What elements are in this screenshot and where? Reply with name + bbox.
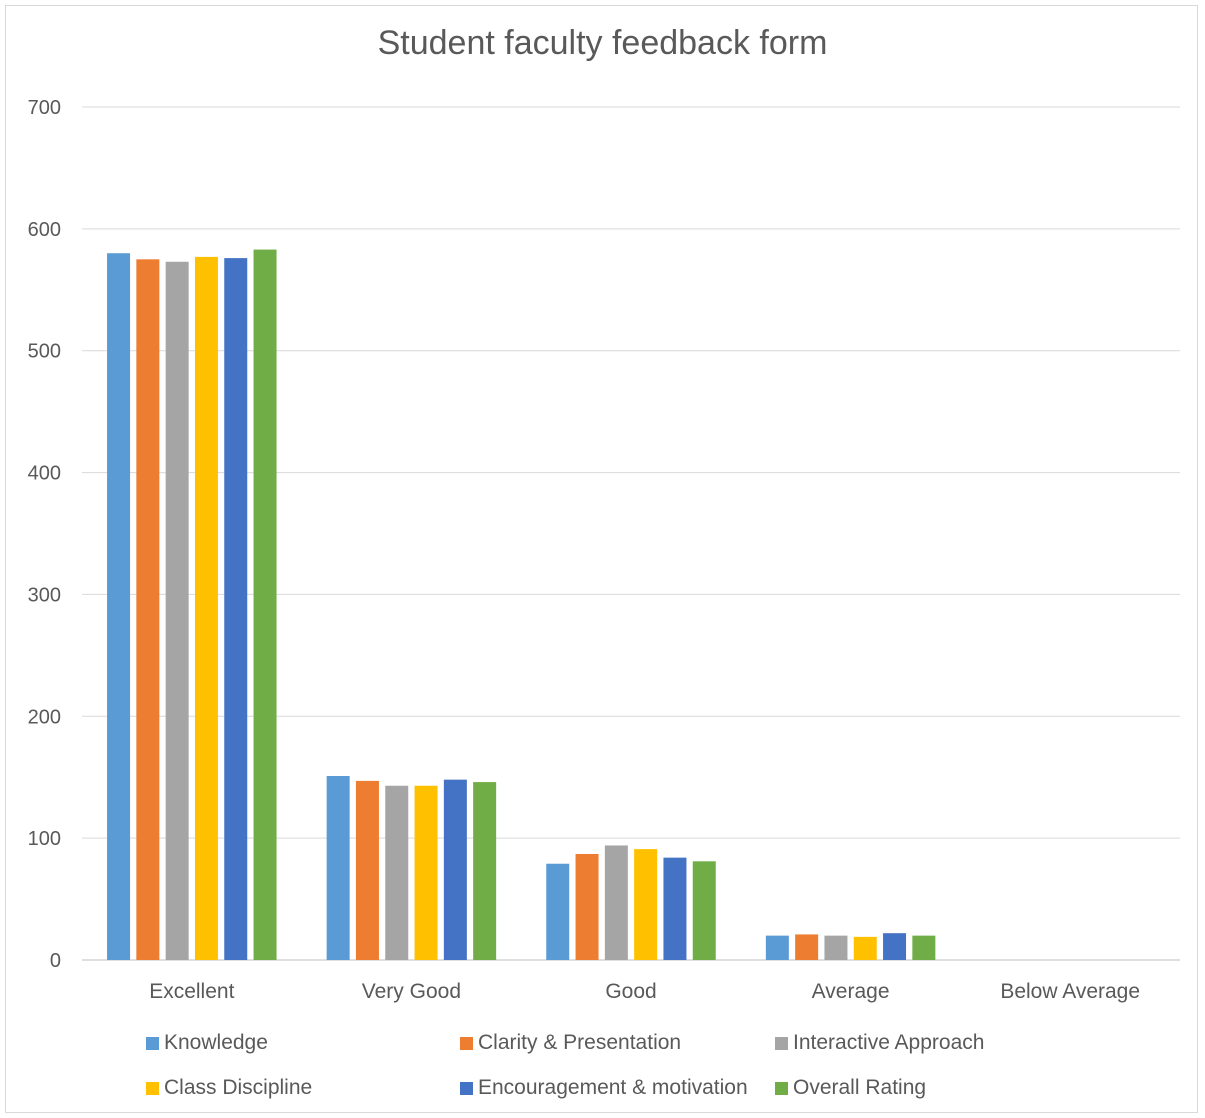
bar [253,249,277,960]
bar [194,256,218,960]
x-tick-label: Excellent [149,980,234,1003]
bar [765,935,789,960]
bar [575,853,599,960]
x-tick-label: Good [605,980,656,1003]
bar [443,779,467,960]
y-tick-label: 100 [28,828,61,850]
y-tick-label: 400 [28,463,61,485]
bar [912,935,936,960]
bar [107,253,131,960]
bar [604,845,628,960]
bar [355,780,379,960]
y-tick-label: 0 [50,950,61,972]
x-tick-label: Average [812,980,890,1003]
bar [385,785,409,960]
y-tick-label: 600 [28,219,61,241]
x-tick-label: Very Good [362,980,461,1003]
bar [326,775,350,960]
bar [165,261,189,961]
bar [692,861,716,960]
y-tick-label: 200 [28,706,61,728]
bar [136,259,160,961]
bar [634,849,658,960]
bar [224,258,248,960]
bar [853,936,877,960]
y-tick-label: 500 [28,341,61,363]
y-tick-label: 300 [28,584,61,606]
chart-title: Student faculty feedback form [377,24,828,62]
bar [473,782,497,960]
bar [824,935,848,960]
x-tick-label: Below Average [1000,980,1140,1003]
bar [414,785,438,960]
y-tick-label: 700 [28,97,61,119]
bar [546,863,570,960]
bar [663,857,687,960]
bar [795,934,819,960]
bar [883,933,907,960]
